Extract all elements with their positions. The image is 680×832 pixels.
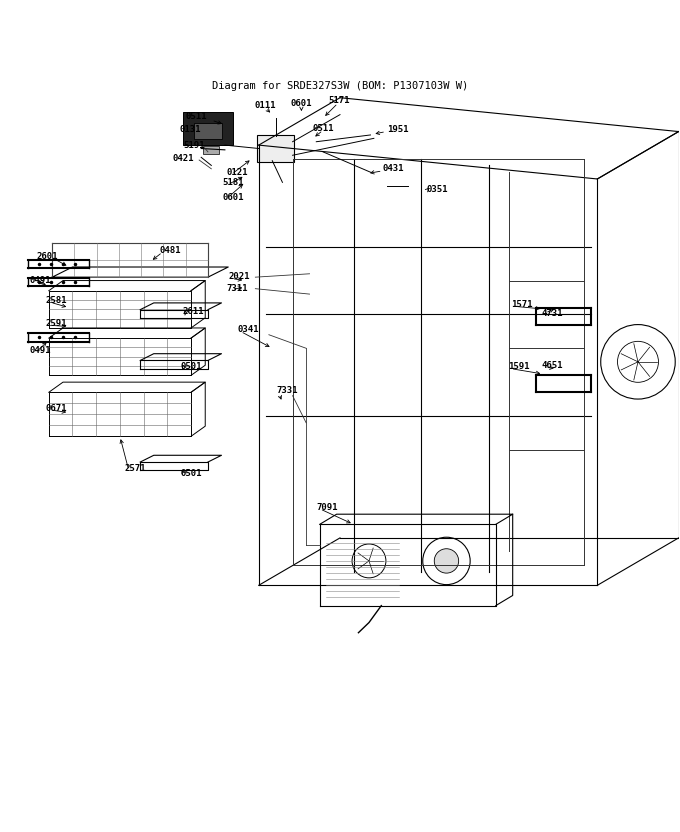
Text: 0491: 0491: [30, 346, 51, 355]
Text: 2021: 2021: [229, 272, 250, 281]
Text: 0501: 0501: [181, 362, 203, 371]
Text: 0511: 0511: [186, 112, 207, 121]
FancyBboxPatch shape: [194, 123, 222, 139]
Text: 0481: 0481: [160, 245, 182, 255]
Text: 2591: 2591: [46, 319, 67, 329]
Text: 7091: 7091: [316, 503, 338, 512]
Text: 5171: 5171: [328, 96, 350, 105]
Text: 1591: 1591: [508, 362, 530, 371]
Text: 0501: 0501: [181, 469, 203, 478]
Text: 0511: 0511: [312, 124, 334, 132]
Text: 2611: 2611: [183, 306, 205, 315]
FancyBboxPatch shape: [183, 112, 233, 145]
Text: 2601: 2601: [37, 252, 58, 261]
Text: 1951: 1951: [388, 125, 409, 134]
Text: 0671: 0671: [46, 404, 67, 413]
Text: 5181: 5181: [223, 178, 244, 187]
Text: 4651: 4651: [542, 361, 563, 369]
Text: 1571: 1571: [511, 300, 533, 309]
Text: 7331: 7331: [276, 386, 298, 395]
Text: 0351: 0351: [426, 185, 448, 194]
Text: 0431: 0431: [383, 164, 404, 173]
Text: 5191: 5191: [183, 141, 205, 150]
FancyBboxPatch shape: [257, 135, 294, 162]
Text: 7311: 7311: [226, 284, 248, 293]
Text: 0601: 0601: [290, 99, 312, 108]
Text: 0601: 0601: [223, 193, 244, 201]
FancyBboxPatch shape: [203, 146, 219, 154]
Text: 0341: 0341: [237, 324, 258, 334]
Text: Diagram for SRDE327S3W (BOM: P1307103W W): Diagram for SRDE327S3W (BOM: P1307103W W…: [212, 81, 468, 91]
Circle shape: [435, 549, 458, 573]
Text: 0121: 0121: [226, 168, 248, 176]
Text: 2571: 2571: [124, 464, 146, 473]
Text: 0131: 0131: [180, 125, 201, 134]
Text: 2581: 2581: [46, 296, 67, 305]
Text: 0111: 0111: [255, 101, 276, 110]
Text: 4731: 4731: [542, 309, 563, 318]
Text: 0421: 0421: [173, 154, 194, 163]
Text: 0491: 0491: [30, 276, 51, 285]
